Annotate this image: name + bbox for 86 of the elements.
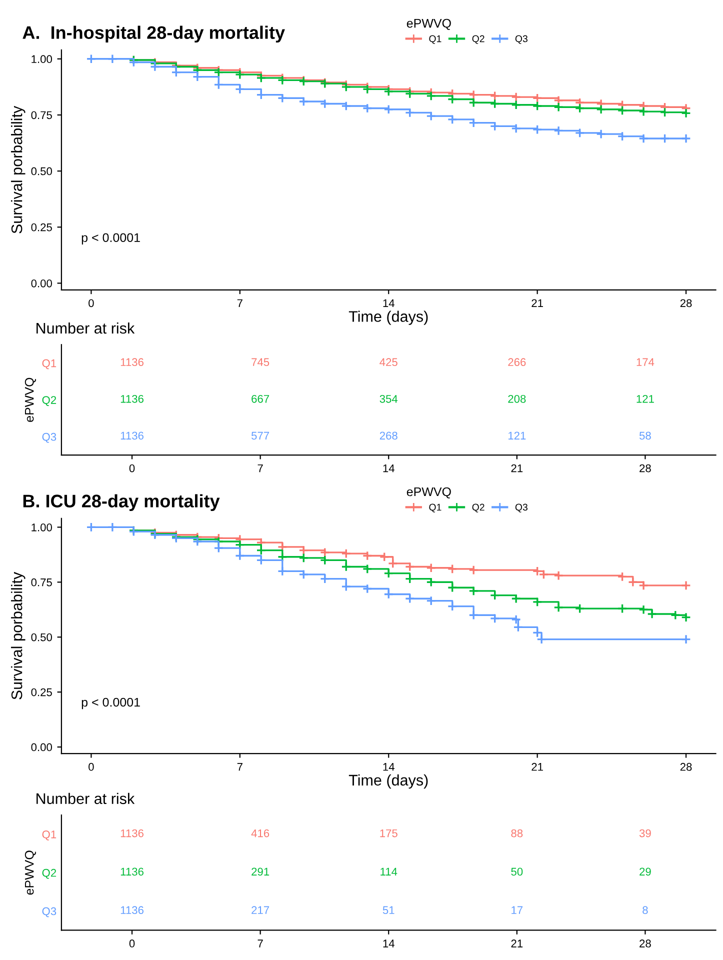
x-tick-label: 28 xyxy=(680,299,692,308)
legend-label: Q3 xyxy=(515,35,528,44)
x-axis-title: Time (days) xyxy=(348,310,428,325)
annotation: p < 0.0001 xyxy=(82,698,140,710)
data-label: 266 xyxy=(508,358,526,366)
chart-title: Number at risk xyxy=(36,792,135,804)
data-label: 208 xyxy=(508,394,526,403)
data-label: 51 xyxy=(382,906,394,914)
legend-label: Q1 xyxy=(429,504,442,512)
y-axis-title: Survival porbability xyxy=(11,106,26,234)
data-label: 121 xyxy=(508,432,526,440)
x-tick-label: 14 xyxy=(383,940,394,948)
x-axis-title: Time (days) xyxy=(348,774,428,789)
data-label: 577 xyxy=(251,432,270,440)
x-tick-label: 0 xyxy=(88,299,94,308)
data-label: 745 xyxy=(252,358,270,366)
x-tick-label: 14 xyxy=(383,299,394,307)
y-tick-label: Q1 xyxy=(42,359,56,370)
data-label: 121 xyxy=(636,394,654,403)
y-axis-title: ePWVQ xyxy=(24,850,36,895)
x-tick-label: 7 xyxy=(237,299,242,307)
y-tick-label: Q1 xyxy=(42,830,56,840)
data-label: 425 xyxy=(380,358,398,366)
y-tick-label: Q3 xyxy=(42,432,56,443)
legend-label: Q1 xyxy=(429,35,442,44)
x-tick-label: 0 xyxy=(129,940,135,948)
x-tick-label: 14 xyxy=(383,763,394,771)
annotation: p < 0.0001 xyxy=(82,233,140,245)
x-tick-label: 0 xyxy=(129,464,135,472)
data-label: 50 xyxy=(511,868,523,876)
data-label: 114 xyxy=(380,868,398,876)
y-tick-label: 1.00 xyxy=(32,523,52,532)
x-tick-label: 21 xyxy=(532,299,543,307)
data-label: 268 xyxy=(380,432,398,440)
legend-label: Q3 xyxy=(515,504,528,512)
x-tick-label: 21 xyxy=(532,762,543,771)
data-label: 58 xyxy=(639,432,651,440)
y-axis-title: ePWVQ xyxy=(24,378,36,422)
legend-label: Q2 xyxy=(472,35,484,44)
chart-title: A. In-hospital 28-day mortality xyxy=(22,26,285,43)
data-label: 1136 xyxy=(120,868,144,876)
chart-title: B. ICU 28-day mortality xyxy=(23,494,220,512)
y-tick-label: 0.50 xyxy=(31,167,52,176)
y-tick-label: Q2 xyxy=(42,868,56,879)
legend-title: ePWVQ xyxy=(406,18,451,30)
y-tick-label: Q2 xyxy=(42,396,56,406)
data-label: 17 xyxy=(512,906,523,914)
data-label: 291 xyxy=(252,868,270,876)
y-tick-label: 0.00 xyxy=(31,743,52,752)
data-label: 1136 xyxy=(120,432,144,440)
legend-label: Q2 xyxy=(472,504,484,512)
data-label: 29 xyxy=(640,868,651,876)
data-label: 174 xyxy=(636,358,654,366)
data-label: 175 xyxy=(380,829,398,838)
data-label: 354 xyxy=(380,394,398,403)
x-tick-label: 0 xyxy=(88,762,94,771)
data-label: 8 xyxy=(642,906,648,914)
chart-title: Number at risk xyxy=(36,322,135,334)
data-label: 1136 xyxy=(120,829,144,838)
data-label: 1136 xyxy=(120,906,144,914)
data-label: 667 xyxy=(252,394,270,403)
x-tick-label: 7 xyxy=(237,763,242,771)
x-tick-label: 28 xyxy=(640,464,651,472)
y-tick-label: 0.00 xyxy=(31,279,52,288)
y-tick-label: 0.25 xyxy=(31,223,52,232)
x-tick-label: 21 xyxy=(511,940,523,948)
data-label: 1136 xyxy=(120,394,144,403)
y-tick-label: 0.75 xyxy=(31,578,52,586)
legend-title: ePWVQ xyxy=(406,487,451,498)
data-label: 217 xyxy=(252,906,270,914)
data-label: 1136 xyxy=(120,358,144,366)
x-tick-label: 28 xyxy=(640,940,651,948)
y-axis-title: Survival porbability xyxy=(11,572,26,700)
data-label: 88 xyxy=(511,829,523,838)
y-tick-label: 0.75 xyxy=(31,111,52,120)
x-tick-label: 7 xyxy=(258,464,263,472)
y-tick-label: 0.50 xyxy=(31,633,52,642)
x-tick-label: 28 xyxy=(680,762,692,771)
x-tick-label: 21 xyxy=(511,464,523,472)
x-tick-label: 7 xyxy=(258,940,263,948)
y-tick-label: Q3 xyxy=(42,907,56,918)
data-label: 416 xyxy=(251,829,270,838)
data-label: 39 xyxy=(639,829,651,838)
y-tick-label: 0.25 xyxy=(31,688,52,696)
y-tick-label: 1.00 xyxy=(32,55,52,64)
x-tick-label: 14 xyxy=(383,464,394,472)
